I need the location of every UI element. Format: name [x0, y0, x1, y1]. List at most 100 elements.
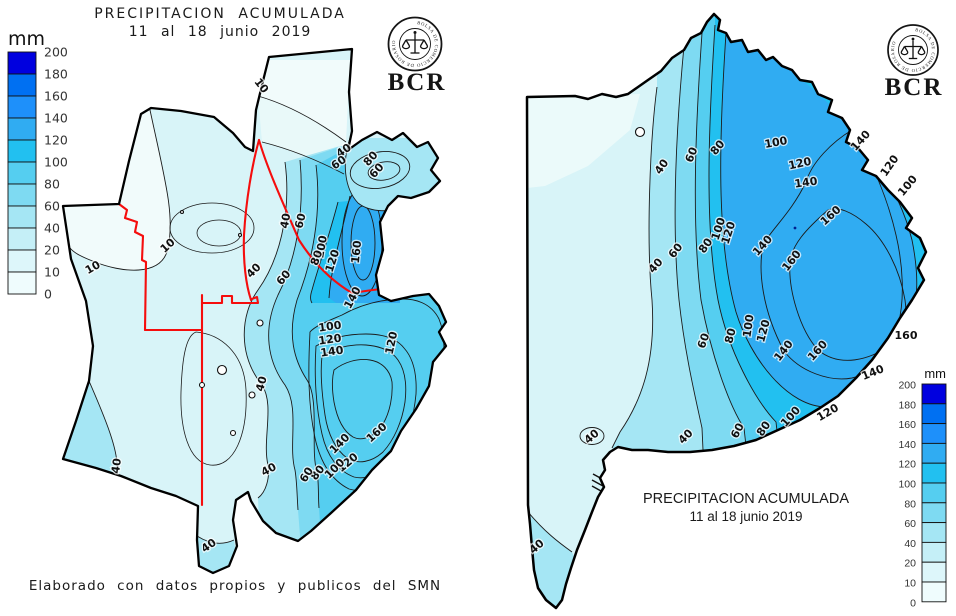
legend-swatch [7, 183, 37, 207]
legend-tick: 200 [898, 380, 916, 392]
right-legend-unit: mm [924, 366, 946, 381]
contour-80-line [291, 164, 320, 509]
pale-inner-blob [180, 331, 247, 466]
legend-swatch [7, 117, 37, 141]
legend-tick: 10 [904, 578, 916, 590]
legend-tick: 40 [904, 538, 916, 550]
legend-swatch [921, 423, 947, 444]
legend-swatch [921, 482, 947, 504]
band-under-10-panhandle [256, 60, 350, 142]
legend-swatch [921, 561, 947, 583]
legend-tick: 120 [898, 459, 916, 471]
lobe-outer-40-60 [345, 138, 446, 211]
lake-dot [198, 381, 206, 389]
r-band-140 [760, 129, 903, 380]
contour-label: 80 [722, 326, 739, 344]
lake-dot [256, 319, 264, 327]
ring-20-inner [196, 219, 242, 247]
legend-swatch [921, 541, 947, 563]
legend-swatch [7, 73, 37, 97]
left-map-outline [61, 47, 448, 575]
contour-label: 160 [895, 329, 918, 342]
legend-tick: 60 [904, 518, 916, 530]
legend-swatch [7, 249, 37, 273]
legend-tick: 100 [898, 479, 916, 491]
left-map-fills [63, 49, 446, 573]
legend-tick: 40 [44, 221, 60, 236]
legend-tick: 160 [44, 89, 68, 104]
lobe-ring-80 [367, 161, 401, 181]
legend-tick: 180 [898, 399, 916, 411]
scales-icon [900, 37, 926, 60]
right-title-line1: PRECIPITACION ACUMULADA [643, 491, 849, 507]
contour-label: 100 [318, 318, 343, 334]
contour-label: 40 [278, 212, 294, 230]
lake-dot [237, 232, 243, 238]
r-ring-40-bahia [579, 427, 605, 445]
r-contour-40 [611, 86, 658, 449]
legend-swatch [921, 462, 947, 484]
legend-swatch [7, 161, 37, 185]
right-title-line2: 11 al 18 junio 2019 [689, 509, 802, 524]
contour-label: 160 [349, 240, 364, 265]
r-contour-40-tail [527, 511, 573, 553]
contour-60-line [268, 159, 302, 511]
bcr-wordmark: BCR [388, 69, 447, 96]
legend-swatch [7, 205, 37, 229]
contour-label: 100 [763, 134, 788, 151]
contour-label: 40 [253, 374, 270, 392]
lake-dot [216, 364, 228, 376]
contour-label: 120 [318, 331, 343, 347]
r-contour-100 [708, 24, 779, 441]
contour-label: 120 [878, 152, 902, 179]
contour-label: 140 [794, 174, 819, 190]
legend-swatch [921, 581, 947, 603]
legend-tick: 100 [44, 155, 68, 170]
contour-label: 100 [313, 234, 330, 259]
r-contour-80 [694, 32, 747, 447]
seal-inner-circle [898, 35, 928, 65]
legend-tick: 80 [904, 498, 916, 510]
contour-label: 100 [895, 172, 920, 198]
legend-tick: 160 [898, 419, 916, 431]
legend-swatch [921, 442, 947, 464]
legend-swatch [7, 139, 37, 163]
bcr-logo-right: BOLSA DE COMERCIO DE ROSARIO BCR [885, 24, 941, 101]
legend-swatch [921, 502, 947, 524]
legend-tick: 10 [44, 265, 60, 280]
legend-tick: 120 [44, 133, 68, 148]
legend-tick: 0 [44, 287, 52, 302]
contour-40-tail-line [196, 535, 235, 544]
contour-20-panhandle [261, 141, 345, 175]
station-dot [793, 226, 797, 230]
right-map-outline [525, 12, 928, 610]
contour-100-er-line [310, 201, 339, 304]
contour-40-line [243, 161, 288, 499]
lake-dot [634, 126, 646, 138]
legend-tick: 0 [910, 597, 916, 609]
r-contour-60 [674, 45, 704, 451]
lake-dot [248, 391, 256, 399]
legend-tick: 80 [44, 177, 60, 192]
legend-swatch [7, 271, 37, 295]
band-160-southeast [332, 359, 393, 440]
left-legend-unit: mm [8, 28, 45, 50]
r-band-120 [720, 33, 917, 408]
lake-dot [179, 209, 185, 215]
band-140-southeast [320, 344, 407, 463]
legend-tick: 20 [904, 558, 916, 570]
legend-swatch [7, 95, 37, 119]
legend-tick: 60 [44, 199, 60, 214]
contour-120-er-line [328, 195, 351, 299]
left-title-line2: 11 al 18 junio 2019 [129, 24, 312, 40]
contour-label: 40 [109, 457, 124, 474]
legend-swatch [921, 403, 947, 425]
contour-10-panhandle [257, 95, 347, 143]
